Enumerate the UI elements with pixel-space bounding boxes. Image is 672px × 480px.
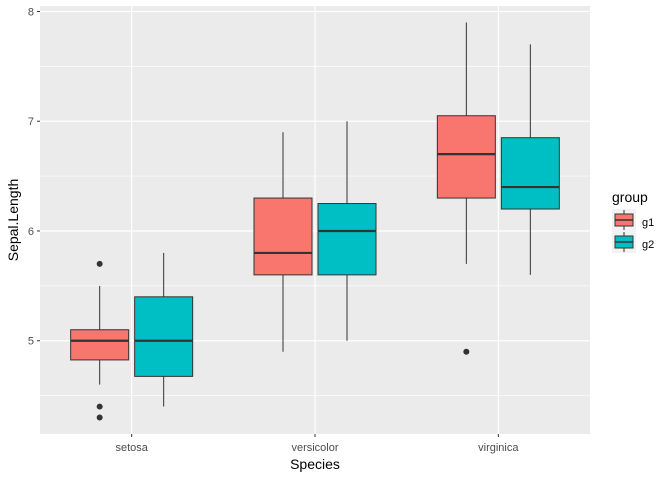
x-tick-label-versicolor: versicolor [291, 442, 338, 454]
box-body [436, 115, 496, 199]
box-versicolor-g2 [317, 121, 377, 341]
legend-keys [612, 209, 636, 253]
box-setosa-g2 [134, 252, 194, 407]
legend: group g1 g2 [612, 189, 654, 253]
box-body [500, 137, 560, 210]
box-body [317, 203, 377, 276]
box-body [134, 296, 194, 377]
legend-title: group [612, 189, 648, 205]
y-axis: 5 6 7 8 [28, 6, 40, 348]
y-axis-title: Sepal.Length [5, 179, 21, 262]
outlier-point [96, 414, 103, 421]
x-axis: setosa versicolor virginica [115, 434, 519, 454]
box-versicolor-g1 [253, 132, 313, 352]
legend-key-g1 [612, 209, 636, 231]
outlier-point [463, 348, 470, 355]
legend-key-g2 [612, 231, 636, 253]
y-tick-label: 7 [28, 116, 34, 128]
y-tick-label: 6 [28, 226, 34, 238]
legend-label-g2: g2 [642, 239, 654, 251]
box-layer [70, 22, 560, 421]
x-axis-title: Species [290, 456, 340, 472]
x-tick-label-setosa: setosa [115, 442, 148, 454]
outlier-point [96, 403, 103, 410]
box-setosa-g1 [70, 260, 130, 421]
box-virginica-g2 [500, 44, 560, 275]
x-tick-label-virginica: virginica [478, 442, 519, 454]
box-body [70, 329, 130, 361]
outlier-point [96, 260, 103, 267]
box-virginica-g1 [436, 22, 496, 355]
major-grid [40, 6, 590, 434]
y-tick-label: 5 [28, 336, 34, 348]
legend-label-g1: g1 [642, 217, 654, 229]
y-tick-label: 8 [28, 6, 34, 18]
box-body [253, 197, 313, 276]
